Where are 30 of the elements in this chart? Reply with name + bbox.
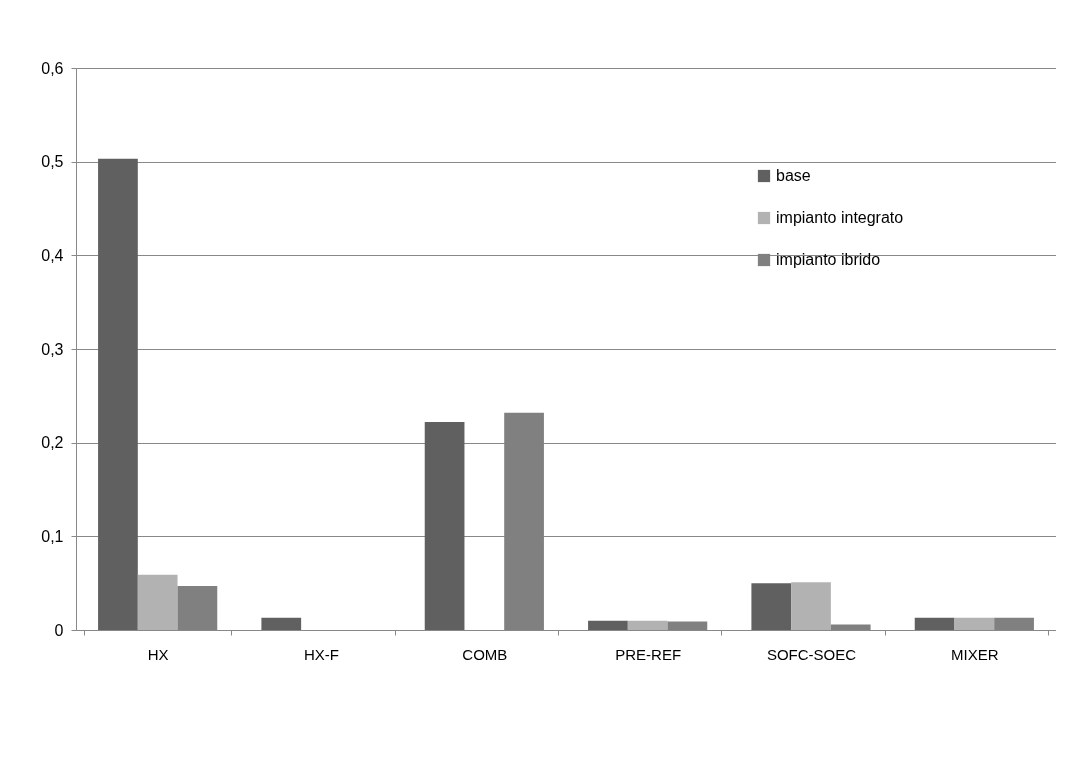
x-tick-label: SOFC-SOEC	[766, 645, 857, 663]
bar	[627, 620, 668, 630]
x-tick-label: MIXER	[951, 645, 999, 663]
bar	[261, 617, 302, 630]
bar	[751, 583, 792, 630]
x-tick-label: HX	[147, 645, 169, 663]
y-tick-label: 0	[54, 621, 64, 639]
legend-label: base	[776, 167, 811, 184]
bar	[177, 585, 218, 630]
bar	[994, 617, 1034, 630]
legend-label: impianto integrato	[776, 209, 904, 226]
y-tick-label: 0,5	[41, 153, 64, 171]
bar	[588, 620, 628, 630]
bar	[424, 422, 465, 630]
legend-label: impianto ibrido	[776, 251, 881, 268]
x-tick-label: HX-F	[304, 645, 339, 663]
y-tick-label: 0,3	[41, 340, 64, 358]
bar	[954, 617, 995, 630]
x-tick-label: PRE-REF	[615, 645, 682, 663]
bar	[914, 617, 955, 630]
y-tick-label: 0,6	[41, 59, 64, 77]
bar	[830, 624, 871, 630]
y-tick-label: 0,4	[41, 246, 64, 264]
y-tick-label: 0,2	[41, 434, 64, 452]
bar	[137, 574, 178, 630]
bar	[667, 621, 708, 630]
x-tick-label: COMB	[462, 645, 508, 663]
bar	[791, 582, 831, 630]
bar	[98, 158, 138, 630]
y-tick-label: 0,1	[41, 527, 64, 545]
